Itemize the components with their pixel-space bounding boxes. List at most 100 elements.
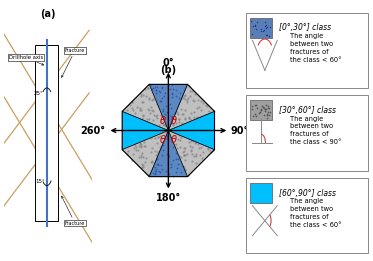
Point bbox=[138, 108, 144, 112]
Point bbox=[164, 136, 170, 140]
Point bbox=[187, 117, 193, 121]
Point bbox=[153, 165, 159, 169]
Point bbox=[153, 169, 159, 173]
Point bbox=[160, 107, 166, 111]
Point bbox=[172, 111, 178, 115]
Point bbox=[173, 121, 179, 125]
Point bbox=[160, 122, 166, 126]
Point bbox=[150, 97, 156, 101]
Point bbox=[263, 107, 269, 111]
Point bbox=[169, 91, 175, 95]
Polygon shape bbox=[149, 130, 188, 177]
Point bbox=[249, 104, 255, 108]
Point bbox=[169, 117, 175, 122]
Point bbox=[166, 172, 172, 176]
Point bbox=[137, 141, 143, 145]
Point bbox=[140, 165, 145, 169]
Polygon shape bbox=[168, 130, 214, 177]
Point bbox=[248, 32, 254, 36]
Point bbox=[150, 159, 156, 163]
Point bbox=[191, 110, 197, 114]
Text: (a): (a) bbox=[40, 9, 56, 19]
Point bbox=[178, 106, 184, 111]
Point bbox=[140, 114, 146, 118]
Text: The angle
between two
fractures of
the class < 60°: The angle between two fractures of the c… bbox=[290, 33, 341, 63]
Point bbox=[191, 99, 197, 103]
Point bbox=[167, 102, 173, 106]
Point bbox=[193, 154, 199, 158]
Point bbox=[152, 149, 158, 153]
Point bbox=[153, 88, 159, 92]
Point bbox=[157, 99, 163, 103]
Point bbox=[264, 116, 270, 120]
Point bbox=[135, 148, 141, 152]
Point bbox=[254, 20, 260, 24]
Point bbox=[130, 152, 136, 156]
Point bbox=[150, 109, 156, 113]
Point bbox=[182, 108, 188, 112]
Point bbox=[187, 94, 193, 98]
Point bbox=[162, 123, 168, 127]
Point bbox=[187, 144, 193, 148]
Point bbox=[164, 110, 170, 114]
Point bbox=[143, 156, 149, 160]
Point bbox=[169, 94, 175, 99]
Point bbox=[210, 149, 216, 153]
Text: [30°,60°] class: [30°,60°] class bbox=[279, 106, 336, 115]
Point bbox=[172, 117, 178, 121]
Point bbox=[134, 105, 140, 109]
Point bbox=[173, 151, 179, 155]
Point bbox=[187, 89, 193, 93]
Point bbox=[148, 146, 154, 150]
Point bbox=[153, 137, 159, 141]
Point bbox=[179, 121, 185, 125]
Point bbox=[184, 100, 190, 104]
Point bbox=[261, 112, 267, 117]
Point bbox=[266, 34, 272, 38]
Point bbox=[251, 114, 257, 118]
Point bbox=[170, 158, 176, 162]
Point bbox=[265, 110, 271, 114]
Point bbox=[145, 107, 151, 111]
Point bbox=[193, 152, 199, 156]
Point bbox=[154, 152, 160, 156]
Point bbox=[198, 99, 204, 103]
Point bbox=[258, 29, 264, 33]
Point bbox=[155, 162, 161, 166]
Point bbox=[151, 113, 157, 117]
Point bbox=[260, 29, 266, 33]
Bar bbox=[250, 18, 272, 38]
Bar bbox=[250, 100, 272, 121]
Point bbox=[174, 165, 180, 170]
Point bbox=[264, 25, 270, 29]
Point bbox=[263, 32, 269, 37]
Point bbox=[144, 117, 150, 121]
Text: [60°,90°] class: [60°,90°] class bbox=[279, 189, 336, 198]
Point bbox=[258, 107, 264, 111]
Point bbox=[159, 152, 165, 157]
Text: 0°: 0° bbox=[163, 58, 174, 68]
Point bbox=[175, 112, 181, 116]
Point bbox=[185, 173, 191, 177]
Point bbox=[138, 94, 144, 98]
Point bbox=[200, 150, 206, 154]
Point bbox=[182, 117, 188, 121]
Point bbox=[176, 120, 182, 124]
Point bbox=[169, 115, 175, 120]
Point bbox=[141, 144, 147, 148]
Point bbox=[169, 162, 175, 166]
Point bbox=[265, 104, 271, 108]
Point bbox=[206, 147, 211, 151]
Point bbox=[179, 123, 185, 127]
Bar bbox=[35, 45, 58, 221]
Point bbox=[158, 112, 164, 117]
Point bbox=[139, 117, 145, 121]
Bar bbox=[250, 183, 272, 203]
Point bbox=[168, 165, 174, 169]
Point bbox=[140, 117, 145, 122]
Point bbox=[138, 145, 144, 150]
Point bbox=[142, 144, 148, 148]
Point bbox=[163, 131, 169, 135]
Point bbox=[267, 25, 273, 29]
Point bbox=[170, 87, 176, 91]
